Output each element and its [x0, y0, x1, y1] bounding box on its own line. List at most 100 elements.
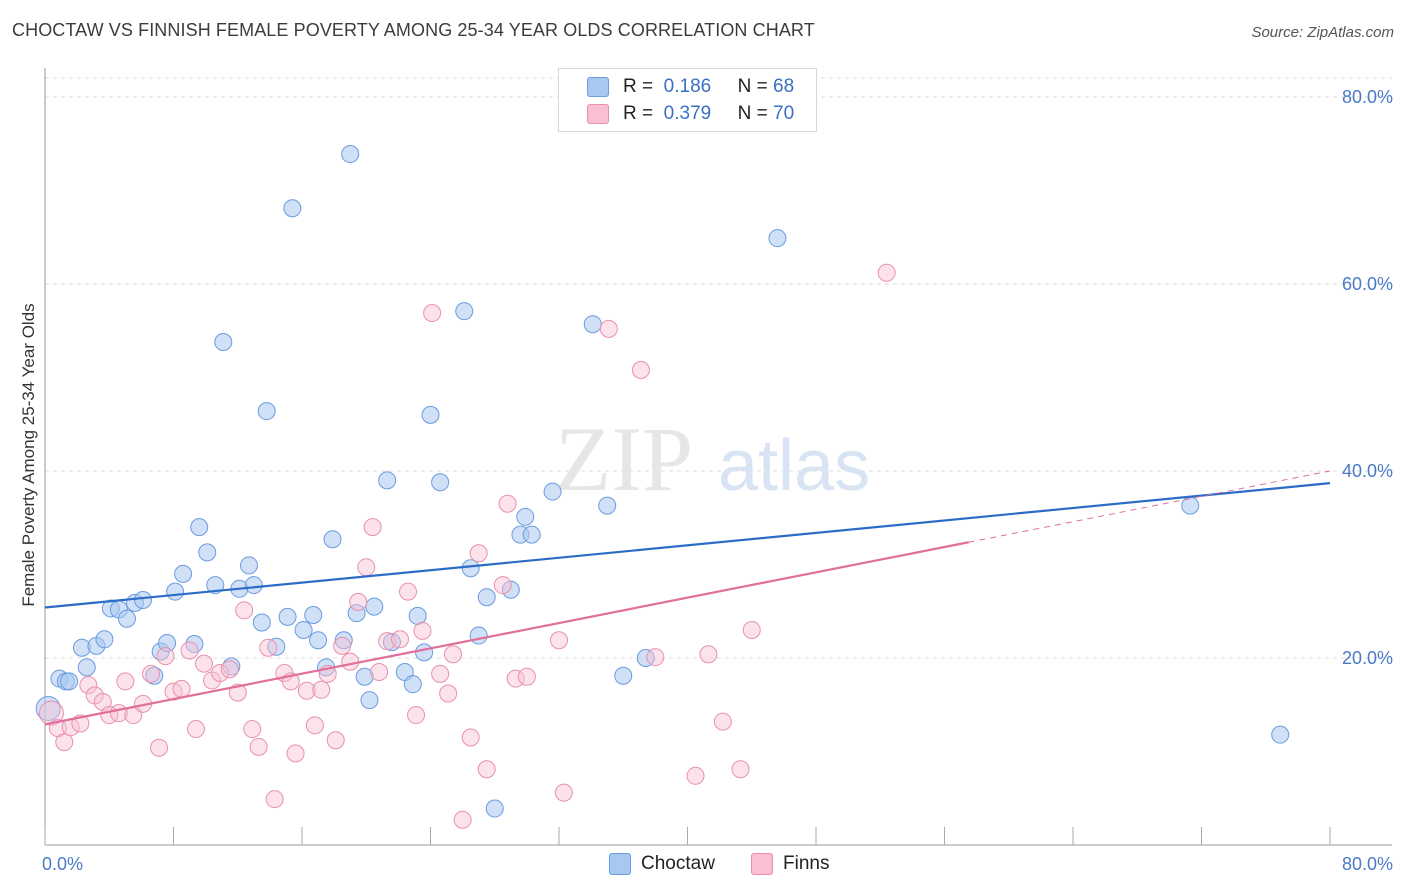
finns-point [55, 733, 74, 752]
choctaw-point [421, 405, 440, 424]
choctaw-swatch [587, 77, 609, 97]
finns-point [326, 731, 345, 750]
x-tick-label: 0.0% [42, 854, 83, 874]
choctaw-point [636, 649, 655, 667]
choctaw-point [304, 605, 323, 624]
finns-point [631, 361, 650, 380]
finns-point [554, 783, 573, 802]
choctaw-point [347, 604, 366, 623]
finns-point [228, 683, 247, 702]
choctaw-point [190, 518, 209, 537]
finns-point [211, 663, 230, 682]
choctaw-point [257, 402, 276, 421]
finns-point [79, 676, 98, 695]
watermark: ZIP atlas [555, 408, 870, 510]
choctaw-point [516, 507, 535, 526]
finns-point [431, 664, 450, 683]
choctaw-point [35, 695, 61, 721]
choctaw-point [60, 672, 79, 691]
choctaw-point [477, 588, 496, 607]
choctaw-point [614, 666, 633, 685]
finns-n-value: 70 [773, 103, 795, 124]
tick-labels: 20.0% 40.0% 60.0% 80.0% 0.0% 80.0% [42, 87, 1393, 874]
choctaw-point [415, 643, 434, 662]
finns-point [220, 660, 239, 679]
choctaw-point [239, 556, 258, 575]
choctaw-point [309, 631, 328, 650]
trend-line-finns [44, 541, 969, 726]
y-tick-label: 40.0% [1342, 461, 1393, 481]
finns-point [142, 664, 161, 683]
finns-point [259, 638, 278, 657]
finns-point [713, 712, 732, 731]
trend-line-choctaw [44, 482, 1331, 609]
watermark-atlas: atlas [718, 426, 870, 506]
choctaw-point [598, 496, 617, 515]
choctaw-point [158, 634, 177, 653]
finns-point [646, 648, 665, 667]
y-axis-title: Female Poverty Among 25-34 Year Olds [19, 303, 38, 606]
x-tick-label: 80.0% [1342, 854, 1393, 874]
choctaw-point [431, 473, 450, 492]
chart-title: CHOCTAW VS FINNISH FEMALE POVERTY AMONG … [12, 20, 815, 40]
finns-point [506, 669, 525, 688]
choctaw-point [365, 597, 384, 616]
finns-point [390, 630, 409, 649]
finns-point [443, 645, 462, 664]
choctaw-point [469, 626, 488, 645]
choctaw-point [214, 332, 233, 351]
r-label: R = [623, 103, 654, 124]
finns-point [370, 663, 389, 682]
choctaw-point [323, 530, 342, 549]
finns-point [243, 720, 262, 739]
finns-point [498, 494, 517, 513]
choctaw-point [1181, 496, 1200, 515]
finns-point [731, 760, 750, 779]
source-label: Source: ZipAtlas.com [1251, 24, 1394, 41]
finns-point [341, 652, 360, 671]
choctaw-legend-label: Choctaw [641, 853, 715, 874]
choctaw-point [278, 607, 297, 626]
choctaw-point [583, 315, 602, 334]
choctaw-point [522, 525, 541, 544]
finns-point [186, 720, 205, 739]
finns-point [150, 738, 169, 757]
finns-r-value: 0.379 [663, 103, 712, 124]
finns-point [286, 744, 305, 763]
choctaw-point [408, 606, 427, 625]
n-label: N = [737, 103, 768, 124]
finns-point [312, 680, 331, 699]
choctaw-point [360, 691, 379, 710]
choctaw-point [294, 620, 313, 639]
finns-point [156, 647, 175, 666]
choctaw-point [543, 482, 562, 501]
choctaw-point [244, 576, 263, 595]
finns-point [413, 621, 432, 640]
trend-line-extension-finns [968, 470, 1331, 543]
choctaw-n-value: 68 [773, 76, 795, 97]
choctaw-point [95, 630, 114, 649]
finns-point [349, 592, 368, 611]
finns-point [550, 631, 568, 650]
finns-point [469, 544, 488, 563]
legend-item-choctaw: Choctaw [609, 852, 715, 876]
choctaw-point [485, 799, 504, 818]
finns-point [699, 645, 718, 664]
choctaw-legend-swatch [609, 853, 631, 875]
finns-point [439, 684, 458, 703]
choctaw-point [145, 666, 164, 685]
finns-point [423, 303, 442, 322]
finns-point [517, 667, 536, 686]
choctaw-point [174, 564, 193, 583]
choctaw-point [166, 582, 185, 601]
finns-point [297, 681, 316, 700]
y-tick-label: 60.0% [1342, 274, 1393, 294]
finns-point [493, 576, 512, 595]
finns-point [235, 601, 254, 620]
finns-point [305, 716, 324, 735]
finns-point [877, 263, 896, 282]
choctaw-r-value: 0.186 [663, 76, 712, 97]
finns-point [93, 692, 112, 711]
choctaw-point [1271, 725, 1290, 744]
